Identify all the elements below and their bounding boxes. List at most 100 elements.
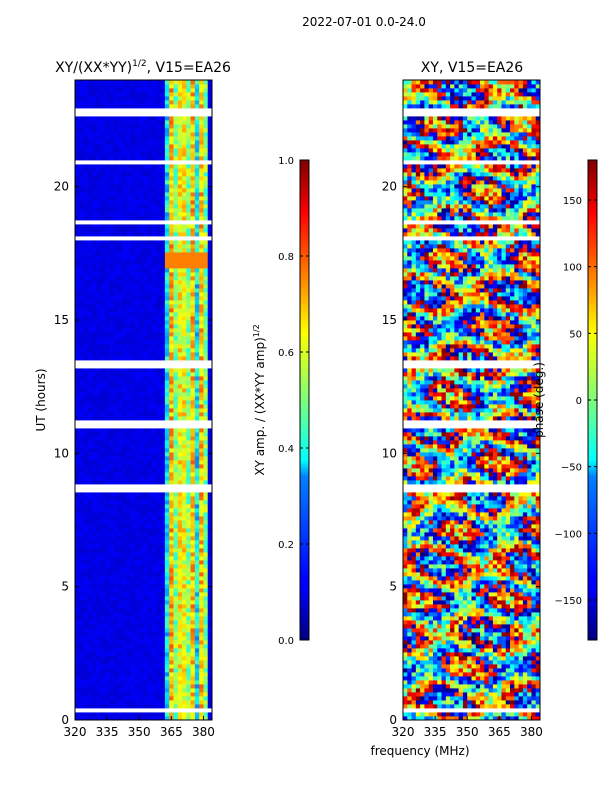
amp-cell [199, 176, 204, 181]
amp-cell [122, 500, 127, 505]
amp-cell [199, 712, 204, 717]
amp-cell [130, 144, 136, 149]
amp-cell [104, 320, 110, 325]
amp-cell [87, 396, 93, 401]
amp-cell [126, 308, 132, 313]
amp-cell [164, 304, 170, 309]
amp-cell [143, 584, 149, 589]
amp-cell [87, 256, 93, 261]
amp-cell [199, 512, 204, 517]
amp-cell [139, 344, 144, 349]
amp-cell [147, 444, 153, 449]
amp-cell [147, 156, 153, 161]
amp-cell [104, 248, 110, 253]
amp-cell [194, 620, 200, 625]
amp-cell [75, 296, 80, 301]
amp-cell [104, 416, 110, 421]
amp-cell [87, 280, 93, 285]
amp-cell [194, 480, 200, 485]
amp-cell [87, 696, 93, 701]
amp-cell [100, 384, 106, 389]
amp-cell [194, 228, 200, 233]
amp-cell [79, 520, 84, 525]
amp-cell [139, 712, 144, 717]
amp-cell [152, 484, 157, 489]
amp-cell [147, 176, 153, 181]
amp-cell [100, 676, 106, 681]
amp-cell [177, 460, 183, 465]
amp-cell [109, 404, 114, 409]
amp-cell [122, 608, 127, 613]
amp-cell [113, 224, 119, 229]
amp-cell [199, 568, 204, 573]
amp-cell [109, 628, 114, 633]
amp-cell [113, 532, 119, 537]
amp-cell [186, 596, 191, 601]
amp-cell [147, 408, 153, 413]
amp-cell [199, 340, 204, 345]
amp-cell [186, 448, 191, 453]
amp-cell [182, 256, 187, 261]
amp-cell [207, 148, 212, 153]
amp-cell [190, 604, 196, 609]
amp-cell [152, 452, 157, 457]
amp-cell [207, 280, 212, 285]
amp-cell [139, 524, 144, 529]
amp-cell [75, 156, 80, 161]
amp-cell [134, 164, 140, 169]
amp-cell [92, 572, 97, 577]
amp-cell [79, 360, 84, 365]
amp-cell [152, 548, 157, 553]
amp-cell [100, 536, 106, 541]
amp-cell [122, 396, 127, 401]
amp-cell [122, 700, 127, 705]
amp-cell [152, 212, 157, 217]
amp-cell [173, 536, 179, 541]
amp-cell [92, 644, 97, 649]
amp-cell [79, 304, 84, 309]
amp-cell [122, 372, 127, 377]
amp-cell [130, 312, 136, 317]
amp-cell [92, 688, 97, 693]
amp-cell [130, 164, 136, 169]
amp-cell [92, 356, 97, 361]
amp-cell [147, 376, 153, 381]
amp-cell [156, 636, 162, 641]
amp-cell [117, 136, 123, 141]
amp-cell [96, 516, 102, 521]
amp-cell [143, 468, 149, 473]
amp-cell [109, 652, 114, 657]
amp-cell [139, 476, 144, 481]
amp-cell [117, 560, 123, 565]
amp-cell [207, 120, 212, 125]
amp-cell [122, 164, 127, 169]
amp-cell [130, 420, 136, 425]
amp-cell [203, 672, 209, 677]
amp-cell [83, 328, 89, 333]
amp-cell [122, 672, 127, 677]
amp-cell [169, 580, 174, 585]
amp-cell [96, 208, 102, 213]
amp-cell [156, 708, 162, 713]
amp-cell [182, 580, 187, 585]
amp-cell [199, 508, 204, 513]
amp-cell [194, 588, 200, 593]
amp-cell [177, 328, 183, 333]
amp-cell [199, 468, 204, 473]
amp-cell [109, 560, 114, 565]
amp-cell [182, 128, 187, 133]
amp-cell [164, 664, 170, 669]
amp-cell [207, 296, 212, 301]
amp-cell [83, 668, 89, 673]
amp-cell [186, 652, 191, 657]
amp-cell [160, 200, 166, 205]
amp-cell [194, 648, 200, 653]
amp-cell [96, 384, 102, 389]
amp-cell [173, 648, 179, 653]
amp-cell [122, 384, 127, 389]
amp-cell [186, 176, 191, 181]
amp-cell [143, 600, 149, 605]
amp-cell [104, 504, 110, 509]
amp-cell [83, 136, 89, 141]
amp-cell [109, 188, 114, 193]
